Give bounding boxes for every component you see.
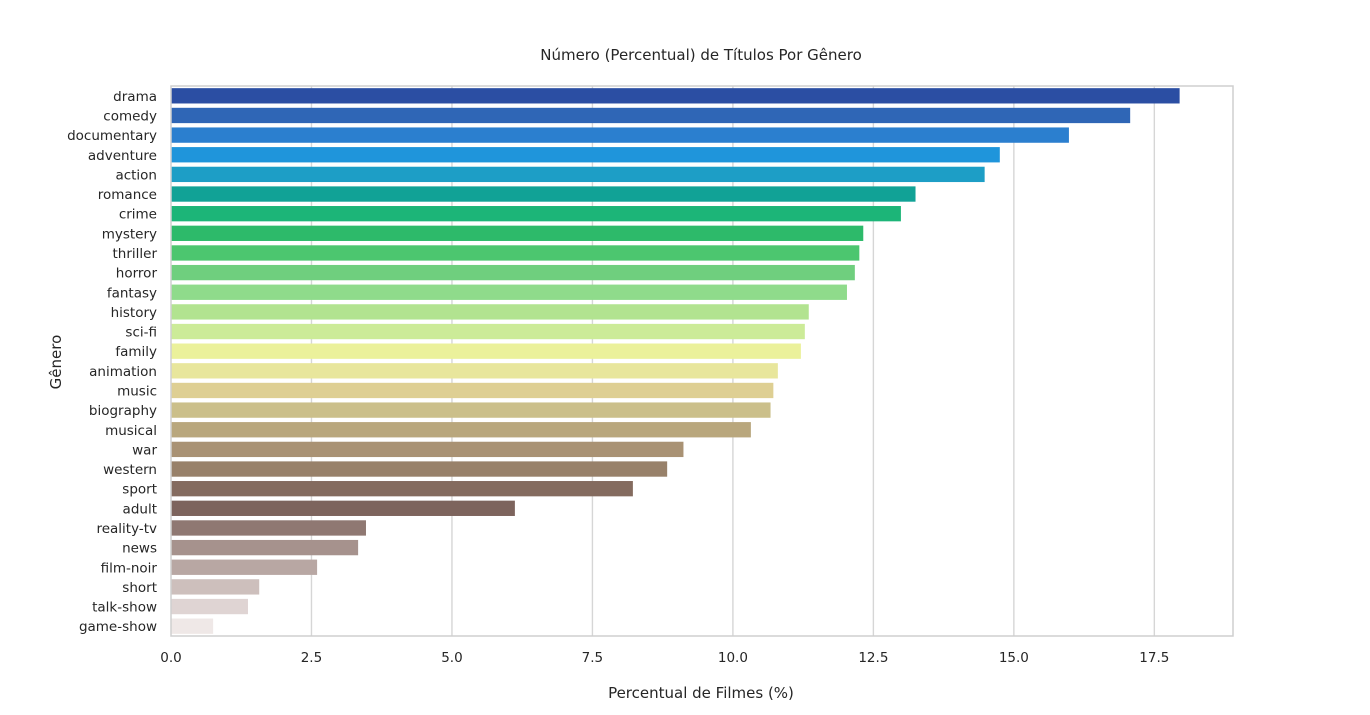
y-tick-label: mystery	[102, 226, 157, 242]
x-tick-labels: 0.0 2.5 5.0 7.5 10.0 12.5 15.0 17.5	[160, 650, 1169, 666]
bar-game-show	[171, 618, 214, 634]
y-tick-label: western	[103, 462, 157, 478]
bar-adventure	[171, 147, 1000, 163]
bars	[171, 88, 1180, 634]
bar-western	[171, 461, 668, 477]
y-axis-label: Gênero	[47, 335, 65, 390]
y-tick-label: comedy	[103, 108, 157, 124]
y-tick-label: war	[132, 442, 157, 458]
x-tick-label: 17.5	[1139, 650, 1169, 666]
bar-mystery	[171, 225, 864, 241]
bar-music	[171, 382, 774, 399]
y-tick-label: crime	[119, 207, 157, 223]
bar-musical	[171, 422, 751, 438]
plot-area-frame	[170, 85, 1234, 637]
bar-short	[171, 579, 260, 595]
y-tick-label: thriller	[112, 246, 157, 262]
bar-horror	[171, 264, 855, 281]
y-tick-label: game-show	[79, 619, 157, 635]
x-tick-label: 10.0	[718, 650, 748, 666]
bar-crime	[171, 206, 901, 222]
bar-talk-show	[171, 598, 248, 615]
x-tick-label: 5.0	[441, 650, 462, 666]
bar-documentary	[171, 127, 1069, 143]
bar-film-noir	[171, 559, 318, 575]
y-tick-labels: drama comedy documentary adventure action rom…	[67, 89, 157, 635]
y-tick-label: biography	[89, 403, 157, 419]
y-tick-label: music	[117, 383, 157, 399]
x-tick-label: 12.5	[858, 650, 888, 666]
y-tick-label: musical	[105, 423, 157, 439]
bar-sport	[171, 481, 633, 497]
y-tick-label: sci-fi	[125, 325, 157, 341]
y-tick-label: news	[122, 541, 157, 557]
y-tick-label: adventure	[88, 148, 157, 164]
bar-news	[171, 539, 359, 556]
y-tick-label: family	[115, 344, 157, 360]
y-tick-label: animation	[89, 364, 157, 380]
x-tick-label: 7.5	[582, 650, 603, 666]
y-tick-label: history	[111, 305, 157, 321]
y-tick-label: action	[115, 167, 157, 183]
bar-war	[171, 441, 684, 458]
y-tick-label: horror	[116, 266, 158, 282]
x-tick-label: 15.0	[999, 650, 1029, 666]
x-tick-label: 0.0	[160, 650, 181, 666]
bar-adult	[171, 500, 515, 516]
y-tick-label: romance	[98, 187, 157, 203]
bar-animation	[171, 363, 778, 379]
bar-family	[171, 343, 801, 359]
y-tick-label: documentary	[67, 128, 157, 144]
bar-comedy	[171, 107, 1131, 124]
x-tick-label: 2.5	[301, 650, 322, 666]
y-tick-label: sport	[122, 482, 157, 498]
bar-fantasy	[171, 284, 847, 300]
bar-biography	[171, 402, 771, 418]
y-tick-label: film-noir	[101, 560, 158, 576]
y-tick-label: reality-tv	[96, 521, 157, 537]
bar-drama	[171, 88, 1180, 104]
y-tick-label: talk-show	[92, 600, 157, 616]
bar-history	[171, 304, 809, 320]
bar-reality-tv	[171, 520, 366, 536]
chart-title: Número (Percentual) de Títulos Por Gêner…	[540, 46, 862, 64]
y-tick-label: fantasy	[107, 285, 157, 301]
y-tick-label: short	[122, 580, 157, 596]
bar-thriller	[171, 245, 860, 261]
bar-romance	[171, 186, 916, 202]
y-tick-label: drama	[113, 89, 157, 105]
bar-action	[171, 166, 985, 183]
x-axis-label: Percentual de Filmes (%)	[608, 684, 794, 702]
bar-sci-fi	[171, 323, 805, 340]
y-tick-label: adult	[123, 501, 157, 517]
